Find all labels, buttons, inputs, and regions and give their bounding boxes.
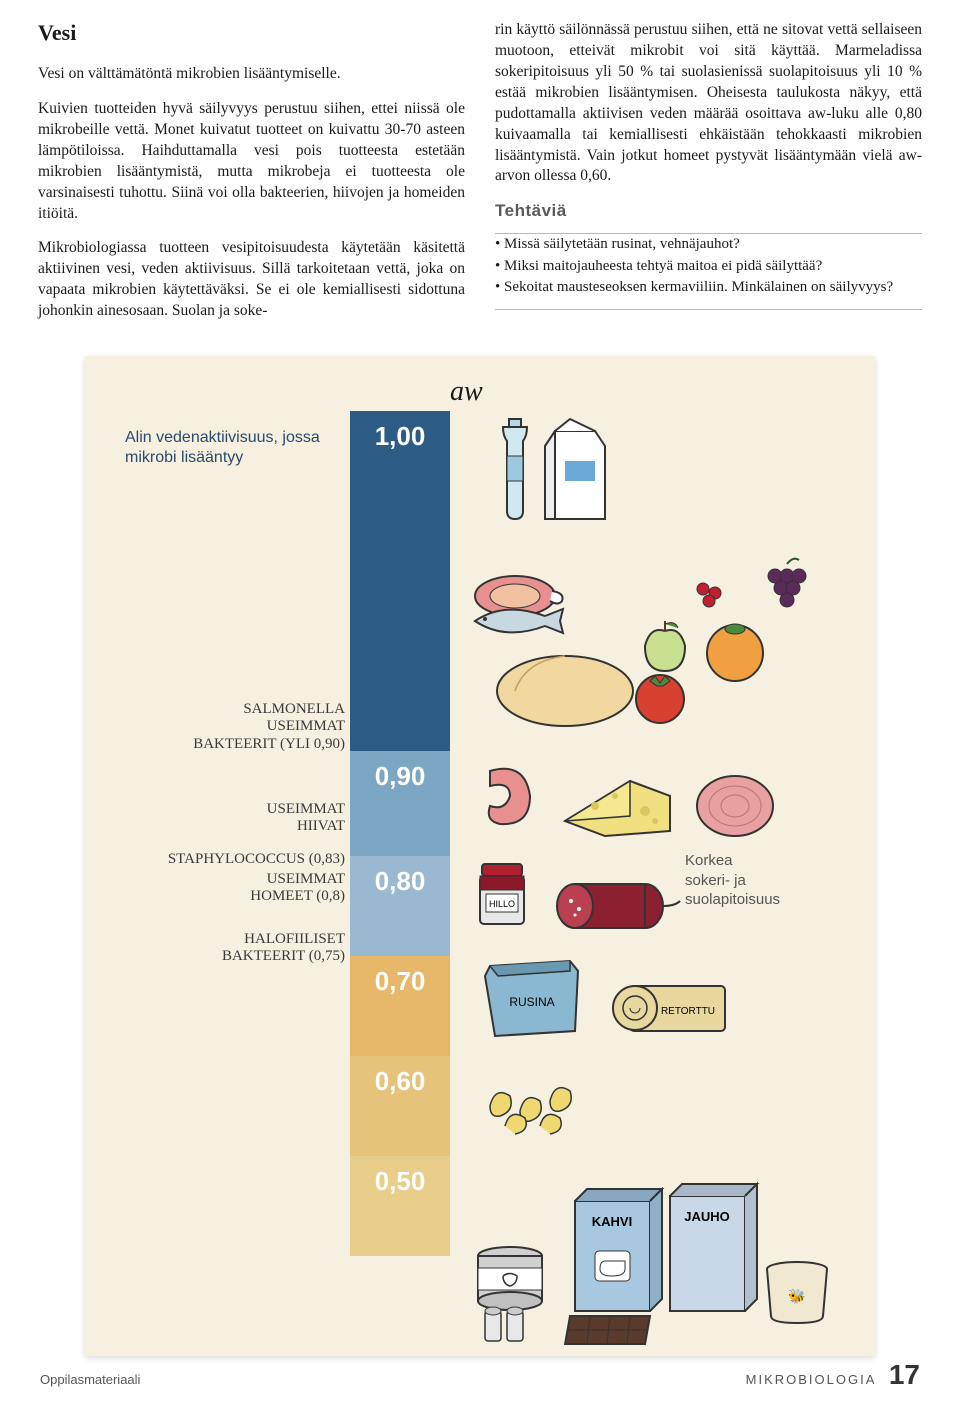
microbe-label: USEIMMATHOMEET (0,8) xyxy=(205,871,345,906)
foods-row-080: HILLO xyxy=(470,856,700,936)
task-item: Miksi maitojauheesta tehtyä maitoa ei pi… xyxy=(495,256,922,276)
salami-icon xyxy=(557,884,680,928)
bar-segment: 0,50 xyxy=(350,1156,450,1256)
svg-text:HILLO: HILLO xyxy=(489,899,515,909)
paragraph: Kuivien tuotteiden hyvä säilyvyys perust… xyxy=(38,99,465,225)
honey-tub-icon: 🐝 xyxy=(767,1262,827,1323)
water-bottle-icon xyxy=(503,419,527,519)
section-heading: Vesi xyxy=(38,20,465,46)
microbe-label: STAPHYLOCOCCUS (0,83) xyxy=(115,851,345,868)
ham-slice-icon xyxy=(697,776,773,836)
task-item: Missä säilytetään rusinat, vehnäjauhot? xyxy=(495,234,922,254)
svg-text:🐝: 🐝 xyxy=(788,1288,805,1305)
foods-row-090 xyxy=(470,756,810,856)
bar-segment: 0,70 xyxy=(350,956,450,1056)
svg-text:RETORTTU: RETORTTU xyxy=(661,1006,715,1017)
bar-segment: 0,60 xyxy=(350,1056,450,1156)
paragraph: rin käyttö säilönnässä perustuu siihen, … xyxy=(495,20,922,187)
bar-segment: 0,90 xyxy=(350,751,450,856)
berries-icon xyxy=(697,583,721,607)
bread-icon xyxy=(497,656,633,726)
foods-row-050: KAHVI JAUHO 🐝 xyxy=(465,1166,845,1346)
svg-text:KAHVI: KAHVI xyxy=(592,1214,632,1229)
tin-can-icon xyxy=(478,1247,542,1310)
microbe-label: HALOFIILISETBAKTEERIT (0,75) xyxy=(165,931,345,966)
shakers-icon xyxy=(485,1307,523,1341)
milk-carton-icon xyxy=(545,419,605,519)
chart-intro: Alin vedenaktiivisuus, jossa mikrobi lis… xyxy=(125,428,325,468)
apple-icon xyxy=(645,621,685,671)
water-activity-chart: aw Alin vedenaktiivisuus, jossa mikrobi … xyxy=(85,356,875,1356)
paragraph: Mikrobiologiassa tuotteen vesipitoisuude… xyxy=(38,238,465,322)
bar-column: 1,000,900,800,700,600,50 xyxy=(350,411,450,1256)
task-list: Missä säilytetään rusinat, vehnäjauhot? … xyxy=(495,234,922,297)
sausage-icon xyxy=(489,769,530,824)
aw-symbol: aw xyxy=(450,376,483,408)
tasks-heading: Tehtäviä xyxy=(495,201,922,221)
chocolate-icon xyxy=(565,1316,650,1344)
foods-row-070: RUSINA RETORTTU xyxy=(480,956,780,1051)
jam-jar-icon: HILLO xyxy=(480,864,524,924)
task-item: Sekoitat mausteseoksen kermaviiliin. Min… xyxy=(495,277,922,297)
grapes-icon xyxy=(768,559,806,607)
paragraph: Vesi on välttämätöntä mikrobien lisäänty… xyxy=(38,64,465,85)
fish-icon xyxy=(475,609,563,633)
foods-row-fresh xyxy=(465,546,845,746)
microbe-label: USEIMMATHIIVAT xyxy=(225,801,345,836)
divider xyxy=(495,309,922,310)
orange-icon xyxy=(707,624,763,681)
svg-text:JAUHO: JAUHO xyxy=(684,1209,730,1224)
microbe-label: SALMONELLAUSEIMMATBAKTEERIT (YLI 0,90) xyxy=(145,701,345,753)
svg-text:RUSINA: RUSINA xyxy=(509,995,554,1009)
raisin-bag-icon: RUSINA xyxy=(485,961,578,1036)
coffee-box-icon: KAHVI xyxy=(575,1189,662,1311)
cheese-icon xyxy=(565,781,670,836)
footer-section: MIKROBIOLOGIA xyxy=(746,1372,877,1387)
foods-row-060 xyxy=(480,1076,640,1146)
tomato-icon xyxy=(636,675,684,723)
foods-row-100 xyxy=(485,411,665,541)
footer-left: Oppilasmateriaali xyxy=(40,1372,140,1387)
page-number: 17 xyxy=(889,1359,920,1390)
retort-roll-icon: RETORTTU xyxy=(613,986,725,1031)
pasta-icon xyxy=(490,1088,571,1134)
flour-box-icon: JAUHO xyxy=(670,1184,757,1311)
bar-segment: 0,80 xyxy=(350,856,450,956)
bar-segment: 1,00 xyxy=(350,411,450,751)
